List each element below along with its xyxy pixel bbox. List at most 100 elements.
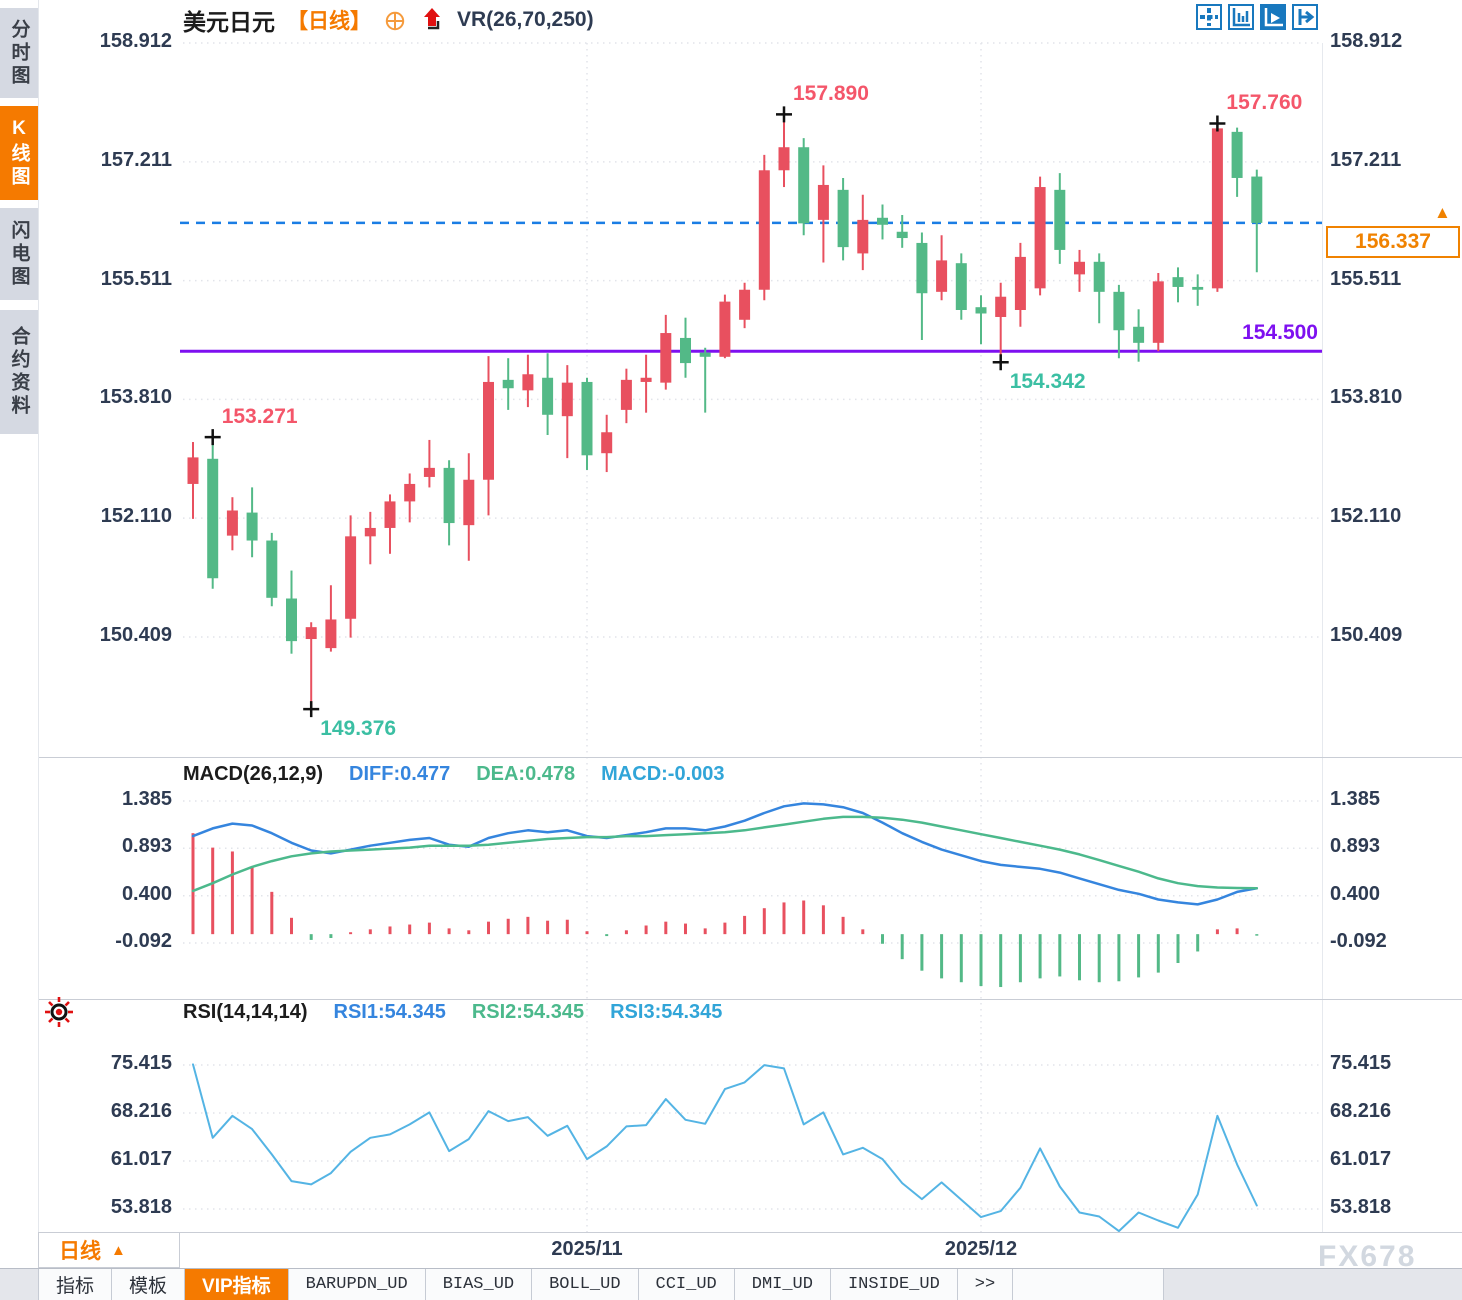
chart-canvas[interactable] <box>0 0 1462 1232</box>
timeframe-selector[interactable]: 日线 ▲ <box>38 1232 180 1268</box>
macd-hist-bar <box>802 900 806 935</box>
macd-hist-bar <box>270 891 274 935</box>
target-plus-icon[interactable] <box>383 8 407 32</box>
y-axis-label: 153.810 <box>99 386 172 409</box>
candle-body <box>798 147 810 224</box>
macd-hist-bar <box>1038 934 1042 979</box>
macd-hist-bar <box>565 919 569 935</box>
tab-cci-ud[interactable]: CCI_UD <box>638 1269 735 1300</box>
triangle-up-icon: ▲ <box>111 1241 126 1259</box>
y-axis-label: 0.400 <box>121 882 172 905</box>
candle-body <box>1093 261 1105 292</box>
macd-hist-bar <box>427 922 431 935</box>
macd-hist-bar <box>624 930 628 935</box>
y-axis-label: 53.818 <box>110 1196 172 1218</box>
candle-body <box>699 352 711 357</box>
rsi3-value: RSI3:54.345 <box>610 1001 723 1023</box>
y-axis-label: 0.893 <box>1330 835 1381 858</box>
pane-export-icon[interactable] <box>1292 4 1318 30</box>
candle-body <box>640 377 652 382</box>
candle-body <box>1034 187 1046 289</box>
extreme-cross-marker <box>1209 115 1226 132</box>
tab-boll-ud[interactable]: BOLL_UD <box>532 1269 639 1300</box>
sidebar-item-flash-chart[interactable]: 闪电图 <box>0 208 38 300</box>
candle-body <box>916 242 928 294</box>
candle-body <box>975 307 987 314</box>
tab-指标[interactable]: 指标 <box>38 1269 113 1300</box>
y-axis-label: 61.017 <box>110 1148 172 1170</box>
macd-hist-bar <box>723 922 727 935</box>
axis-scale-icon[interactable] <box>1228 4 1254 30</box>
macd-hist-bar <box>979 934 983 987</box>
period-tag[interactable]: 【日线】 <box>287 10 371 33</box>
tab-dmi-ud[interactable]: DMI_UD <box>734 1269 831 1300</box>
tab-bias-ud[interactable]: BIAS_UD <box>425 1269 533 1300</box>
candle-body <box>1074 261 1085 275</box>
macd-hist-bar <box>684 923 687 935</box>
extreme-cross-marker <box>992 354 1009 371</box>
macd-hist-bar <box>1215 929 1219 935</box>
chart-title-bar: 美元日元 【日线】 VR(26,70,250) <box>183 5 594 35</box>
support-line-label: 154.500 <box>1242 321 1318 345</box>
x-axis-date-label: 2025/12 <box>944 1238 1018 1260</box>
candle-body <box>719 301 731 357</box>
candle-body <box>502 379 514 389</box>
macd-hist-bar <box>999 934 1003 988</box>
y-axis-label: 152.110 <box>100 505 172 528</box>
candle-body <box>1113 291 1125 331</box>
macd-hist-bar <box>821 905 825 935</box>
macd-hist-bar <box>1196 934 1200 952</box>
sidebar-item-contract-info[interactable]: 合约资料 <box>0 310 38 434</box>
macd-hist-bar <box>664 921 668 935</box>
overlay-indicator-label[interactable]: VR(26,70,250) <box>457 8 594 31</box>
swing-low-label: 154.342 <box>1009 370 1086 394</box>
macd-hist-bar <box>447 928 451 935</box>
y-axis-label: 152.110 <box>1330 505 1402 528</box>
crosshair-icon[interactable] <box>1196 4 1222 30</box>
y-axis-label: 68.216 <box>1330 1100 1392 1122</box>
macd-hist-bar <box>1018 934 1022 983</box>
y-axis-label: 75.415 <box>1330 1052 1392 1074</box>
x-axis-date-label: 2025/11 <box>551 1238 623 1260</box>
left-sidebar: 分时图 K线图闪电图合约资料 <box>0 0 39 1300</box>
tab-barupdn-ud[interactable]: BARUPDN_UD <box>288 1269 426 1300</box>
tab-vip指标[interactable]: VIP指标 <box>185 1269 289 1300</box>
swing-high-label: 157.760 <box>1226 91 1303 115</box>
candle-body <box>561 382 573 417</box>
tab-inside-ud[interactable]: INSIDE_UD <box>830 1269 958 1300</box>
candle-body <box>364 527 376 537</box>
y-axis-label: -0.092 <box>115 930 172 952</box>
y-axis-label: 53.818 <box>1330 1196 1392 1218</box>
candle-body <box>423 467 435 477</box>
indicator-tab-bar: 指标 模板 VIP指标 BARUPDN_UD BIAS_UD BOLL_UD CCI_UD D… <box>0 1268 1462 1300</box>
macd-diff-line <box>191 802 1259 906</box>
axis-play-icon[interactable] <box>1260 4 1286 30</box>
candle-body <box>778 147 790 171</box>
macd-hist-bar <box>841 916 845 935</box>
sidebar-item-kline-chart[interactable]: K线图 <box>0 106 38 200</box>
timeframe-label: 日线 <box>59 1240 101 1263</box>
candle-body <box>1133 326 1145 343</box>
candle-body <box>896 231 908 239</box>
macd-hist-bar <box>1097 934 1101 983</box>
candle-body <box>660 333 672 383</box>
macd-hist-bar <box>762 908 766 935</box>
macd-hist-bar <box>1137 934 1141 978</box>
macd-hist-bar <box>900 934 904 960</box>
y-axis-label: 158.912 <box>1330 30 1403 52</box>
macd-hist-bar <box>1176 934 1180 963</box>
candle-body <box>1251 176 1263 223</box>
macd-hist-bar <box>408 924 412 935</box>
macd-hist-bar <box>585 931 589 935</box>
watermark: FX678 <box>1318 1240 1417 1273</box>
candle-body <box>522 374 534 391</box>
macd-hist-bar <box>290 917 293 935</box>
tab-模板[interactable]: 模板 <box>112 1269 186 1300</box>
up-arrow-indicator-icon[interactable] <box>419 6 445 34</box>
candle-body <box>601 432 613 454</box>
y-axis-label: 157.211 <box>100 148 172 171</box>
alert-sun-icon[interactable] <box>44 996 74 1033</box>
tab->>[interactable]: >> <box>957 1269 1014 1300</box>
sidebar-item-time-chart[interactable]: 分时图 <box>0 8 38 98</box>
y-axis-label: 0.893 <box>121 835 172 858</box>
